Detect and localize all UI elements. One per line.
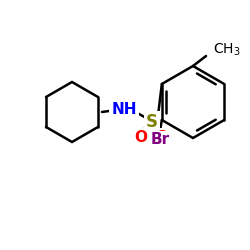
Text: CH$_3$: CH$_3$ bbox=[213, 42, 241, 58]
Text: O: O bbox=[156, 130, 168, 144]
Text: NH: NH bbox=[111, 102, 137, 118]
Text: Br: Br bbox=[150, 132, 170, 148]
Text: O: O bbox=[134, 130, 147, 144]
Text: S: S bbox=[146, 113, 158, 131]
